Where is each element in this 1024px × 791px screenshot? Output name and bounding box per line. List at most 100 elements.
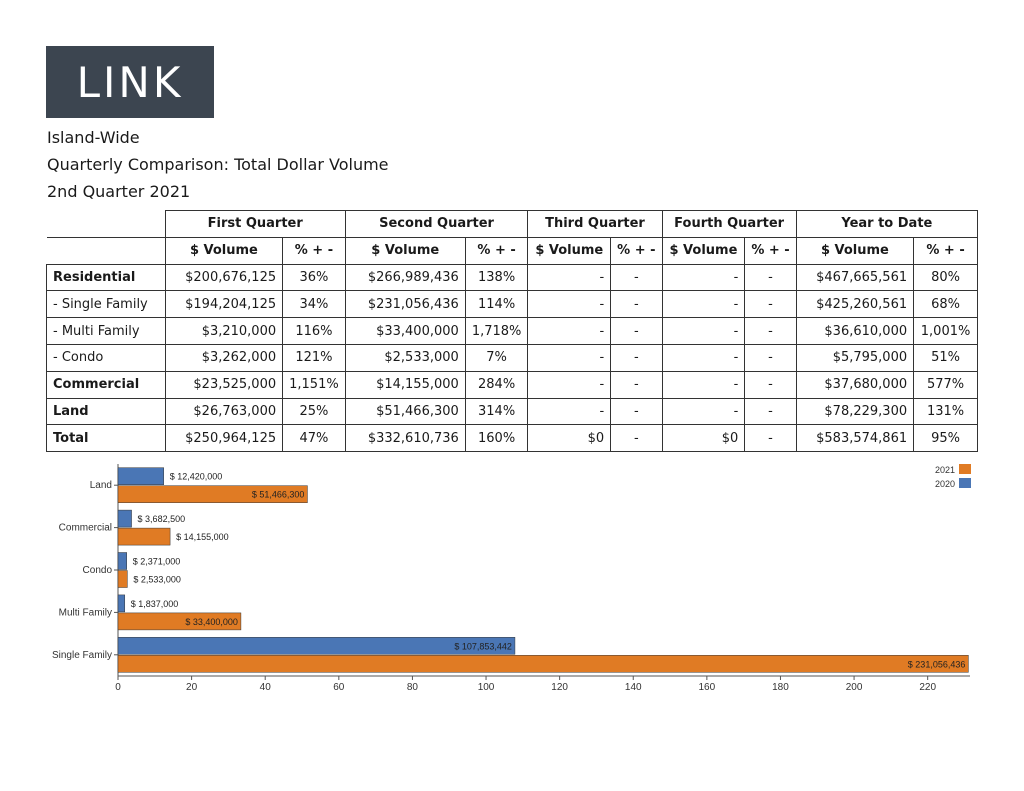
bar-2021 bbox=[117, 655, 969, 673]
row-label: Residential bbox=[46, 263, 166, 292]
category-label: Single Family bbox=[52, 650, 112, 661]
subheader-volume: $ Volume bbox=[527, 236, 612, 265]
category-label: Multi Family bbox=[59, 607, 112, 618]
category-label: Commercial bbox=[59, 523, 112, 534]
table-row: Residential $200,676,125 36% $266,989,436 13… bbox=[46, 263, 978, 292]
percent-change-cell: 36% bbox=[282, 263, 346, 292]
percent-change-cell: - bbox=[744, 343, 797, 372]
percent-change-cell: 1,718% bbox=[464, 317, 529, 345]
bar-2021 bbox=[117, 612, 242, 631]
x-tick-label: 180 bbox=[772, 682, 789, 693]
percent-change-cell: - bbox=[610, 263, 663, 292]
table-subheader-row: $ Volume % + - $ Volume % + - $ Volume %… bbox=[46, 236, 978, 265]
bar-2020 bbox=[117, 509, 132, 528]
x-tick-label: 200 bbox=[846, 682, 863, 693]
legend-label: 2021 bbox=[935, 465, 955, 475]
table-corner bbox=[46, 210, 166, 238]
volume-cell: - bbox=[661, 397, 746, 426]
volume-cell: - bbox=[661, 263, 746, 292]
volume-cell: $2,533,000 bbox=[344, 343, 466, 372]
row-label: Land bbox=[46, 397, 166, 426]
data-label: $ 51,466,300 bbox=[252, 490, 305, 500]
volume-cell: $33,400,000 bbox=[344, 317, 466, 345]
x-tick-label: 20 bbox=[186, 682, 198, 693]
volume-cell: $3,210,000 bbox=[164, 317, 284, 345]
bar-2020 bbox=[117, 467, 164, 485]
volume-cell: $467,665,561 bbox=[795, 263, 915, 292]
bar-chart-svg: 0 20 40 60 80 100 120 140 160 180 200 220 Land $ 12,4… bbox=[52, 464, 971, 693]
percent-change-cell: 34% bbox=[282, 290, 346, 319]
subheader-pct: % + - bbox=[913, 236, 978, 265]
percent-change-cell: 47% bbox=[282, 424, 346, 453]
percent-change-cell: 138% bbox=[464, 263, 529, 292]
percent-change-cell: - bbox=[610, 317, 663, 345]
volume-cell: $0 bbox=[527, 424, 612, 453]
row-label: - Condo bbox=[46, 343, 166, 372]
group-header-first-quarter: First Quarter bbox=[164, 210, 346, 238]
volume-cell: - bbox=[661, 290, 746, 319]
percent-change-cell: 160% bbox=[464, 424, 529, 453]
data-label: $ 12,420,000 bbox=[170, 472, 223, 482]
volume-cell: $231,056,436 bbox=[344, 290, 466, 319]
volume-cell: $250,964,125 bbox=[164, 424, 284, 453]
volume-cell: $194,204,125 bbox=[164, 290, 284, 319]
x-tick-label: 40 bbox=[260, 682, 272, 693]
logo-text: LINK bbox=[76, 57, 184, 107]
bar-2021 bbox=[117, 527, 171, 546]
volume-cell: - bbox=[527, 397, 612, 426]
data-label: $ 2,533,000 bbox=[133, 575, 181, 585]
volume-cell: $37,680,000 bbox=[795, 370, 915, 399]
percent-change-cell: 80% bbox=[913, 263, 978, 292]
volume-cell: - bbox=[527, 343, 612, 372]
heading-region: Island-Wide bbox=[47, 128, 140, 147]
legend-swatch-2021 bbox=[959, 464, 971, 474]
quarterly-volume-table: First Quarter Second Quarter Third Quart… bbox=[46, 210, 979, 453]
percent-change-cell: - bbox=[744, 317, 797, 345]
data-label: $ 107,853,442 bbox=[454, 641, 512, 651]
table-corner-sub bbox=[46, 236, 166, 265]
data-label: $ 33,400,000 bbox=[185, 617, 238, 627]
percent-change-cell: 314% bbox=[464, 397, 529, 426]
x-tick-label: 140 bbox=[625, 682, 642, 693]
category-label: Condo bbox=[83, 565, 113, 576]
x-tick-label: 160 bbox=[699, 682, 716, 693]
bar-2021 bbox=[117, 485, 308, 503]
data-label: $ 1,837,000 bbox=[131, 599, 179, 609]
subheader-volume: $ Volume bbox=[795, 236, 915, 265]
row-label: Commercial bbox=[46, 370, 166, 399]
x-tick-label: 0 bbox=[115, 682, 121, 693]
volume-cell: - bbox=[527, 263, 612, 292]
volume-cell: $26,763,000 bbox=[164, 397, 284, 426]
table-row: Land $26,763,000 25% $51,466,300 314% - - - - $78… bbox=[46, 397, 978, 426]
percent-change-cell: 1,151% bbox=[282, 370, 346, 399]
table-body: Residential $200,676,125 36% $266,989,436 13… bbox=[46, 263, 978, 453]
percent-change-cell: - bbox=[610, 370, 663, 399]
subheader-pct: % + - bbox=[282, 236, 346, 265]
row-label: - Single Family bbox=[46, 290, 166, 319]
percent-change-cell: 1,001% bbox=[913, 317, 978, 345]
volume-cell: - bbox=[661, 370, 746, 399]
volume-cell: $78,229,300 bbox=[795, 397, 915, 426]
percent-change-cell: 284% bbox=[464, 370, 529, 399]
subheader-volume: $ Volume bbox=[344, 236, 466, 265]
x-tick-label: 120 bbox=[551, 682, 568, 693]
volume-comparison-chart: 0 20 40 60 80 100 120 140 160 180 200 220 Land $ 12,4… bbox=[0, 460, 1024, 700]
percent-change-cell: 95% bbox=[913, 424, 978, 453]
legend-label: 2020 bbox=[935, 479, 955, 489]
x-tick-label: 100 bbox=[478, 682, 495, 693]
volume-cell: $583,574,861 bbox=[795, 424, 915, 453]
table-row: - Single Family $194,204,125 34% $231,056,4… bbox=[46, 290, 978, 319]
percent-change-cell: - bbox=[744, 370, 797, 399]
volume-cell: $14,155,000 bbox=[344, 370, 466, 399]
percent-change-cell: 68% bbox=[913, 290, 978, 319]
row-label: Total bbox=[46, 424, 166, 453]
percent-change-cell: - bbox=[744, 290, 797, 319]
volume-cell: $0 bbox=[661, 424, 746, 453]
legend-swatch-2020 bbox=[959, 478, 971, 488]
table-row: Total $250,964,125 47% $332,610,736 160% $0- $… bbox=[46, 424, 978, 453]
percent-change-cell: - bbox=[744, 397, 797, 426]
percent-change-cell: - bbox=[610, 343, 663, 372]
bar-2020 bbox=[117, 637, 516, 655]
volume-cell: $425,260,561 bbox=[795, 290, 915, 319]
subheader-pct: % + - bbox=[744, 236, 797, 265]
